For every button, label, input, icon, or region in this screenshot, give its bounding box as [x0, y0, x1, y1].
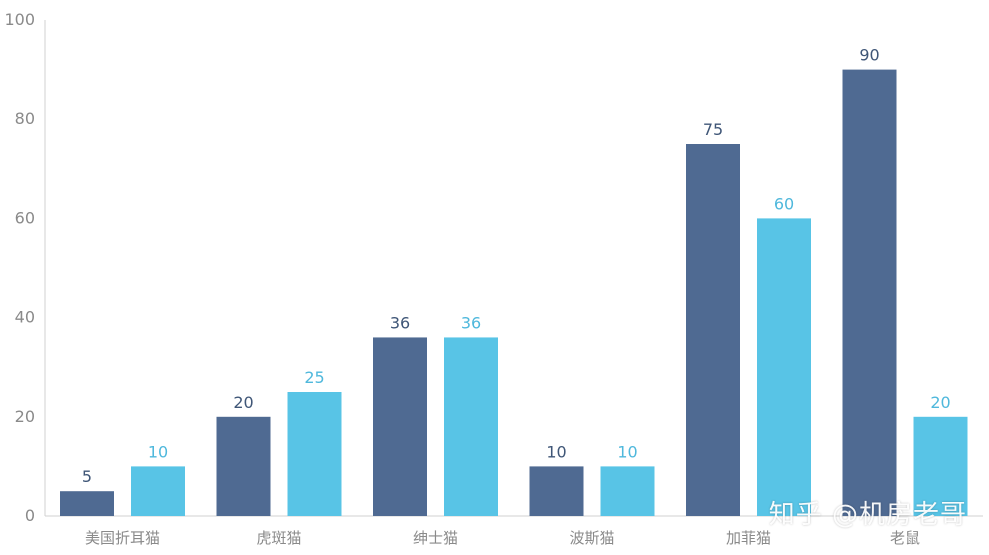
data-label: 20: [930, 393, 950, 412]
data-label: 75: [703, 120, 723, 139]
bar-series2-1: [287, 392, 342, 516]
labels: 5 10 美国折耳猫 20 25 虎斑猫 36 36 绅士猫 10 10 波斯猫 75 60 加菲猫 90 20…: [82, 46, 951, 547]
category-label: 虎斑猫: [256, 529, 301, 547]
data-label: 20: [233, 393, 253, 412]
category-label: 老鼠: [890, 529, 920, 547]
bar-series1-4: [686, 144, 740, 516]
bar-series2-2: [444, 337, 498, 516]
data-label: 10: [546, 442, 566, 461]
axes: 0 20 40 60 80 100: [4, 10, 983, 525]
bar-series1-5: [842, 69, 897, 516]
bar-series2-4: [757, 218, 811, 516]
data-label: 90: [859, 46, 879, 65]
data-label: 60: [774, 194, 794, 213]
bar-series1-0: [60, 491, 114, 516]
data-label: 25: [304, 368, 324, 387]
y-tick-label: 60: [15, 208, 35, 227]
bar-series2-5: [913, 416, 968, 516]
category-label: 加菲猫: [726, 529, 771, 547]
y-tick-label: 20: [15, 407, 35, 426]
bar-series1-3: [529, 466, 584, 516]
bars: [60, 69, 968, 516]
watermark-text: 知乎 @机房老哥: [768, 500, 967, 530]
y-tick-label: 100: [4, 10, 35, 29]
bar-series2-0: [131, 466, 185, 516]
category-label: 绅士猫: [413, 529, 458, 547]
data-label: 10: [148, 442, 168, 461]
bar-series1-2: [373, 337, 427, 516]
y-tick-label: 0: [25, 506, 35, 525]
bar-series2-3: [600, 466, 655, 516]
data-label: 36: [390, 313, 410, 332]
bar-series1-1: [216, 416, 271, 516]
data-label: 36: [461, 313, 481, 332]
category-label: 美国折耳猫: [85, 529, 160, 547]
data-label: 10: [617, 442, 637, 461]
data-label: 5: [82, 467, 92, 486]
category-label: 波斯猫: [569, 529, 614, 547]
y-tick-label: 80: [15, 109, 35, 128]
y-tick-label: 40: [15, 308, 35, 327]
